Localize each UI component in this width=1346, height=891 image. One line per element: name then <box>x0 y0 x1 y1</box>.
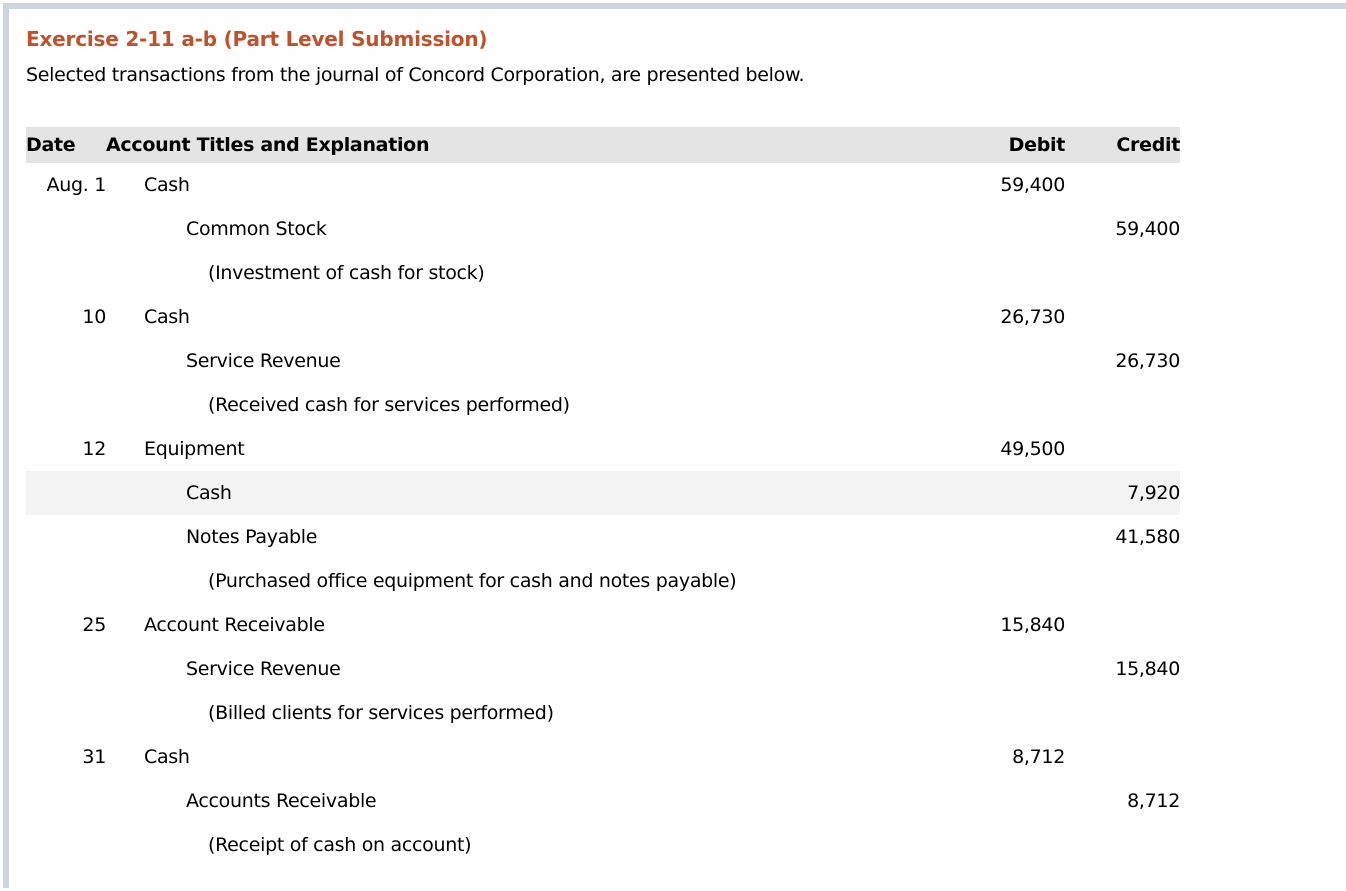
debit-cell <box>873 383 1065 427</box>
journal-row: 31 Cash 8,712 <box>26 735 1180 779</box>
debit-cell: 49,500 <box>1000 438 1065 460</box>
debit-cell <box>873 691 1065 735</box>
account-cell: (Investment of cash for stock) <box>208 262 485 284</box>
account-cell: Notes Payable <box>186 526 318 548</box>
date-cell <box>26 251 106 295</box>
journal-entries-table: Date Account Titles and Explanation Debi… <box>26 127 1180 867</box>
credit-cell <box>1065 823 1180 867</box>
journal-row: (Billed clients for services performed) <box>26 691 1180 735</box>
debit-cell <box>873 515 1065 559</box>
debit-cell <box>873 823 1065 867</box>
column-header-date: Date <box>26 127 106 163</box>
account-cell: (Received cash for services performed) <box>208 394 570 416</box>
credit-cell <box>1065 559 1180 603</box>
exercise-subtitle: Selected transactions from the journal o… <box>26 64 805 86</box>
journal-row: (Receipt of cash on account) <box>26 823 1180 867</box>
credit-cell <box>1065 383 1180 427</box>
date-cell <box>26 779 106 823</box>
credit-cell <box>1065 691 1180 735</box>
debit-cell <box>873 251 1065 295</box>
date-cell <box>26 515 106 559</box>
date-cell: 31 <box>82 746 106 768</box>
column-header-credit: Credit <box>1065 127 1180 163</box>
account-cell: Common Stock <box>186 218 327 240</box>
account-cell: Account Receivable <box>144 614 325 636</box>
exercise-panel: Exercise 2-11 a-b (Part Level Submission… <box>3 3 1346 888</box>
credit-cell: 15,840 <box>1115 658 1180 680</box>
journal-table-body: Aug. 1 Cash 59,400 Common Stock 59,400 (… <box>26 163 1180 867</box>
account-cell: Service Revenue <box>186 350 341 372</box>
journal-row: 25 Account Receivable 15,840 <box>26 603 1180 647</box>
date-cell <box>26 823 106 867</box>
debit-cell <box>873 339 1065 383</box>
journal-row: Notes Payable 41,580 <box>26 515 1180 559</box>
debit-cell: 59,400 <box>1000 174 1065 196</box>
account-cell: Cash <box>106 471 873 515</box>
debit-cell <box>873 647 1065 691</box>
journal-row: 12 Equipment 49,500 <box>26 427 1180 471</box>
credit-cell <box>1065 603 1180 647</box>
journal-row: Service Revenue 26,730 <box>26 339 1180 383</box>
date-cell <box>26 471 106 515</box>
credit-cell: 26,730 <box>1115 350 1180 372</box>
journal-row: (Investment of cash for stock) <box>26 251 1180 295</box>
journal-row: Service Revenue 15,840 <box>26 647 1180 691</box>
date-cell <box>26 339 106 383</box>
credit-cell <box>1065 295 1180 339</box>
journal-row: Aug. 1 Cash 59,400 <box>26 163 1180 207</box>
debit-cell <box>873 559 1065 603</box>
account-cell: Service Revenue <box>186 658 341 680</box>
account-cell: (Receipt of cash on account) <box>208 834 472 856</box>
date-cell <box>26 207 106 251</box>
credit-cell: 59,400 <box>1115 218 1180 240</box>
journal-row: Cash 7,920 <box>26 471 1180 515</box>
account-cell: (Billed clients for services performed) <box>208 702 554 724</box>
column-header-account-titles: Account Titles and Explanation <box>106 127 873 163</box>
journal-row: Accounts Receivable 8,712 <box>26 779 1180 823</box>
date-cell <box>26 559 106 603</box>
date-cell <box>26 383 106 427</box>
account-cell: Accounts Receivable <box>186 790 377 812</box>
account-cell: Equipment <box>144 438 245 460</box>
debit-cell: 15,840 <box>1000 614 1065 636</box>
credit-cell: 41,580 <box>1115 526 1180 548</box>
journal-row: (Purchased office equipment for cash and… <box>26 559 1180 603</box>
journal-row: 10 Cash 26,730 <box>26 295 1180 339</box>
date-cell: 25 <box>82 614 106 636</box>
account-cell: Cash <box>144 306 190 328</box>
journal-header-row: Date Account Titles and Explanation Debi… <box>26 127 1180 163</box>
date-cell: 12 <box>82 438 106 460</box>
date-cell: 10 <box>82 306 106 328</box>
date-cell: Aug. 1 <box>46 174 107 196</box>
journal-row: Common Stock 59,400 <box>26 207 1180 251</box>
exercise-title: Exercise 2-11 a-b (Part Level Submission… <box>26 27 488 51</box>
debit-cell: 26,730 <box>1000 306 1065 328</box>
credit-cell <box>1065 251 1180 295</box>
credit-cell: 8,712 <box>1127 790 1180 812</box>
account-cell: Cash <box>144 174 190 196</box>
column-header-debit: Debit <box>873 127 1065 163</box>
debit-cell: 8,712 <box>1012 746 1065 768</box>
credit-cell <box>1065 735 1180 779</box>
account-cell: (Purchased office equipment for cash and… <box>208 570 737 592</box>
debit-cell <box>873 207 1065 251</box>
debit-cell <box>873 779 1065 823</box>
journal-row: (Received cash for services performed) <box>26 383 1180 427</box>
credit-cell: 7,920 <box>1065 471 1180 515</box>
debit-cell <box>873 471 1065 515</box>
credit-cell <box>1065 163 1180 207</box>
account-cell: Cash <box>144 746 190 768</box>
date-cell <box>26 647 106 691</box>
date-cell <box>26 691 106 735</box>
credit-cell <box>1065 427 1180 471</box>
